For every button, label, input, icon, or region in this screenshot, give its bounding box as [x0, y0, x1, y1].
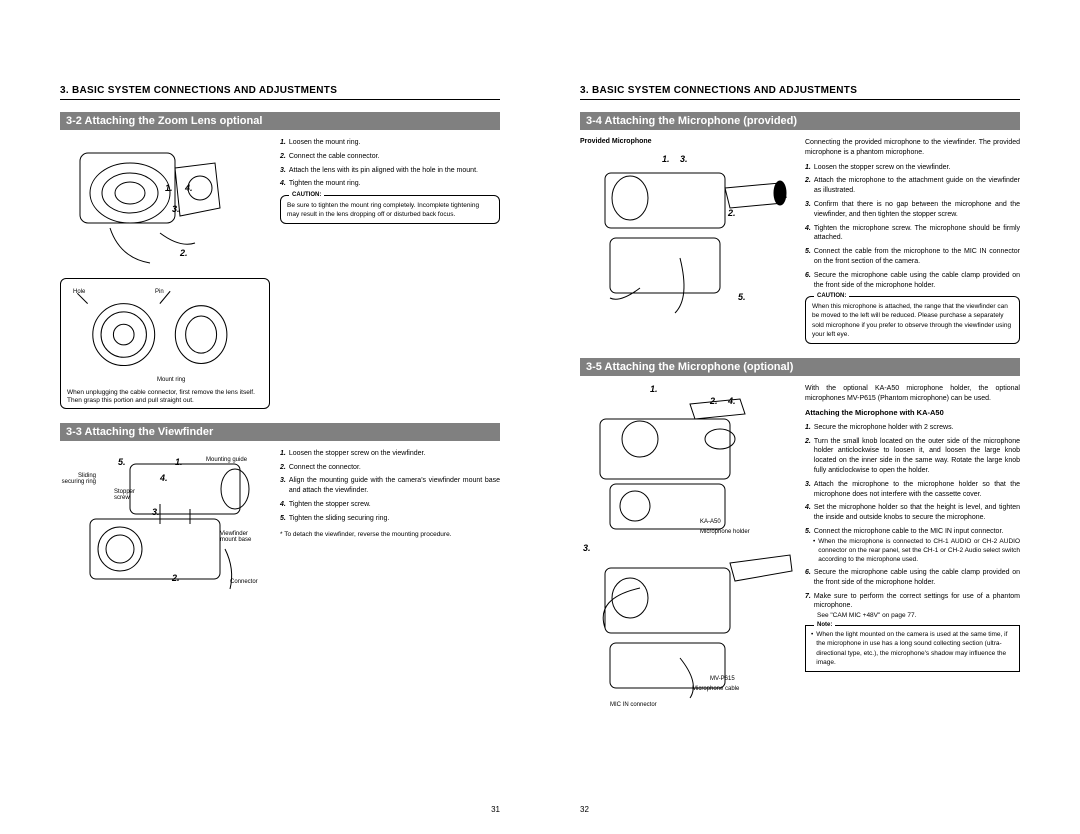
detach-note: * To detach the viewfinder, reverse the … — [280, 530, 500, 539]
section-3-3-body: Mounting guide Sliding securing ring Sto… — [60, 449, 500, 609]
section-3-4-title: 3-4 Attaching the Microphone (provided) — [580, 112, 1020, 130]
optional-mic-figure: 1. 2. 4. KA-A50 Microphone holder — [580, 384, 795, 708]
mic-attach-illustration-icon — [580, 543, 795, 708]
chapter-header-left: 3. BASIC SYSTEM CONNECTIONS AND ADJUSTME… — [60, 85, 500, 100]
page-31: 3. BASIC SYSTEM CONNECTIONS AND ADJUSTME… — [0, 0, 540, 834]
caution-box-34: CAUTION: When this microphone is attache… — [805, 296, 1020, 343]
optional-mic-steps: 1.Secure the microphone holder with 2 sc… — [805, 423, 1020, 621]
mount-ring-detail-icon — [67, 283, 263, 386]
section-3-2-steps: 1.Loosen the mount ring. 2.Connect the c… — [280, 138, 500, 224]
section-3-3-steps: 1.Loosen the stopper screw on the viewfi… — [280, 449, 500, 609]
section-3-4-steps: Connecting the provided microphone to th… — [805, 138, 1020, 344]
section-3-3-title: 3-3 Attaching the Viewfinder — [60, 423, 500, 441]
caution-label: CAUTION: — [289, 191, 324, 199]
caution-box-32: CAUTION: Be sure to tighten the mount ri… — [280, 195, 500, 224]
caution-label: CAUTION: — [814, 292, 849, 300]
zoom-lens-figure: 1. 4. 3. 2. — [60, 138, 270, 409]
section-3-5-title: 3-5 Attaching the Microphone (optional) — [580, 358, 1020, 376]
provided-mic-steps: 1.Loosen the stopper screw on the viewfi… — [805, 163, 1020, 291]
section-3-4-body: Provided Microphone 1. 3. 2. 4 — [580, 138, 1020, 344]
viewfinder-figure: Mounting guide Sliding securing ring Sto… — [60, 449, 270, 609]
note-box-35: Note: When the light mounted on the came… — [805, 625, 1020, 671]
provided-mic-figure: Provided Microphone 1. 3. 2. 4 — [580, 138, 795, 344]
note-label: Note: — [814, 621, 835, 629]
page-number-right: 32 — [580, 805, 589, 814]
camera-illustration-icon — [60, 138, 270, 278]
section-3-5-steps: With the optional KA-A50 microphone hold… — [805, 384, 1020, 672]
section-3-2-title: 3-2 Attaching the Zoom Lens optional — [60, 112, 500, 130]
section-3-5-body: 1. 2. 4. KA-A50 Microphone holder — [580, 384, 1020, 708]
page-32: 3. BASIC SYSTEM CONNECTIONS AND ADJUSTME… — [540, 0, 1080, 834]
provided-mic-illustration-icon — [580, 148, 795, 318]
viewfinder-steps: 1.Loosen the stopper screw on the viewfi… — [280, 449, 500, 524]
page-number-left: 31 — [491, 805, 500, 814]
zoom-lens-steps: 1.Loosen the mount ring. 2.Connect the c… — [280, 138, 500, 189]
mic-holder-illustration-icon — [580, 384, 795, 539]
section-3-2-body: 1. 4. 3. 2. — [60, 138, 500, 409]
chapter-header-right: 3. BASIC SYSTEM CONNECTIONS AND ADJUSTME… — [580, 85, 1020, 100]
